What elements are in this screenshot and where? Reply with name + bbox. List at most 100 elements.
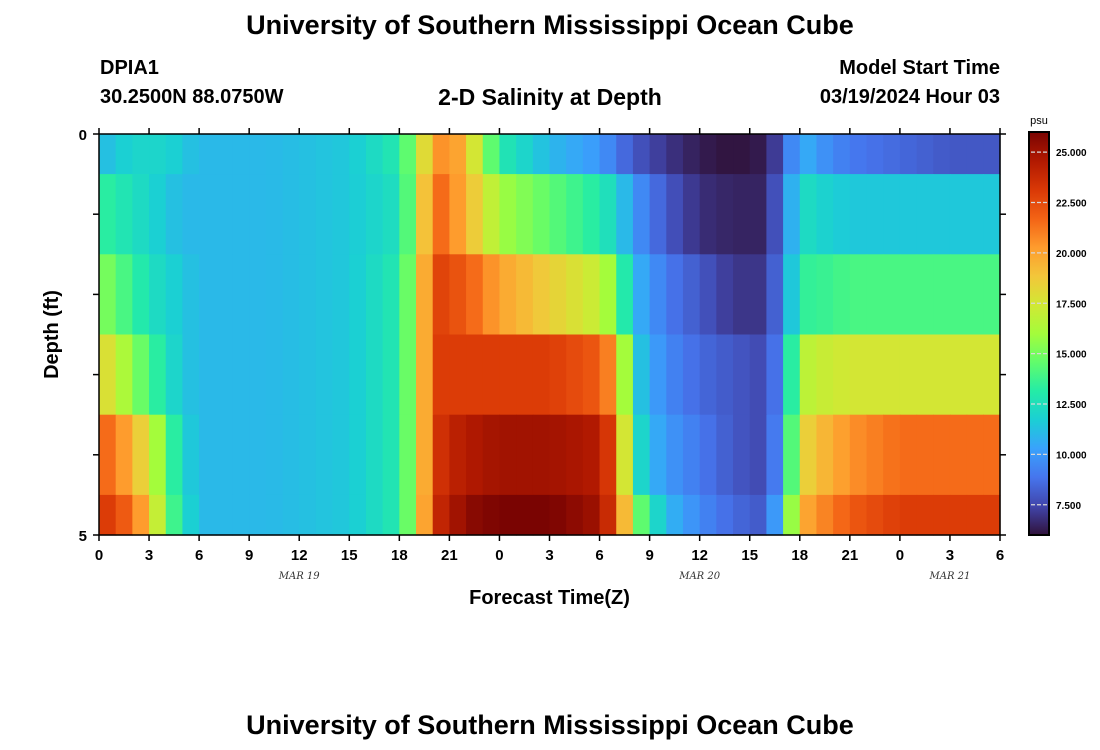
x-tick-label: 21 (841, 547, 858, 564)
heatmap-cell (649, 494, 667, 536)
heatmap-cell (466, 134, 484, 175)
heatmap-cell (499, 174, 517, 255)
heatmap-cell (716, 134, 734, 175)
heatmap-cell (733, 494, 751, 536)
heatmap-cell (966, 494, 984, 536)
heatmap-cell (599, 494, 617, 536)
heatmap-cell (182, 414, 200, 496)
heatmap-cell (599, 334, 617, 416)
heatmap-cell (115, 334, 133, 416)
heatmap-cell (649, 254, 667, 336)
heatmap-cell (182, 494, 200, 536)
heatmap-cell (416, 134, 434, 175)
heatmap-cell (783, 174, 801, 255)
heatmap-cell (349, 334, 367, 416)
heatmap-cell (616, 174, 634, 255)
heatmap-cell (265, 134, 284, 175)
heatmap-cell (282, 414, 300, 496)
x-tick-label: 3 (545, 547, 553, 564)
heatmap-cell (399, 494, 417, 536)
heatmap-cell (149, 134, 167, 175)
heatmap-cell (833, 494, 851, 536)
heatmap-cell (299, 414, 317, 496)
heatmap-cell (399, 334, 417, 416)
heatmap-cell (949, 254, 968, 336)
heatmap-cell (816, 494, 834, 536)
heatmap-cell (232, 174, 250, 255)
heatmap-cell (582, 174, 601, 255)
heatmap-cell (365, 414, 384, 496)
heatmap-cell (883, 494, 901, 536)
heatmap-cell (716, 254, 734, 336)
heatmap-cell (215, 334, 234, 416)
x-date-label: MAR 19 (278, 571, 321, 582)
heatmap-cell (949, 494, 968, 536)
heatmap-cell (432, 174, 450, 255)
heatmap-cell (365, 334, 384, 416)
heatmap-cell (299, 494, 317, 536)
heatmap-cell (783, 134, 801, 175)
x-tick-label: 6 (195, 547, 203, 564)
heatmap-cell (99, 134, 117, 175)
heatmap-cell (682, 334, 701, 416)
heatmap-cell (816, 334, 834, 416)
heatmap-cell (332, 134, 350, 175)
heatmap-cell (449, 174, 467, 255)
model-start-label: Model Start Time (839, 57, 1000, 79)
heatmap-cell (132, 254, 150, 336)
heatmap-cell (766, 414, 784, 496)
heatmap-cell (516, 494, 534, 536)
heatmap-cell (783, 414, 801, 496)
heatmap-cell (599, 134, 617, 175)
heatmap-cell (616, 134, 634, 175)
heatmap-cell (449, 254, 467, 336)
heatmap-cell (566, 174, 584, 255)
heatmap-cell (883, 334, 901, 416)
heatmap-cell (733, 334, 751, 416)
heatmap-cell (416, 334, 434, 416)
heatmap-cell (115, 494, 133, 536)
heatmap-cell (499, 334, 517, 416)
heatmap-cell (282, 174, 300, 255)
heatmap-cell (566, 254, 584, 336)
heatmap-cell (883, 174, 901, 255)
heatmap-cell (349, 494, 367, 536)
heatmap-cell (499, 494, 517, 536)
heatmap-cell (766, 174, 784, 255)
heatmap-cell (432, 254, 450, 336)
heatmap-cell (666, 334, 684, 416)
heatmap-cell (983, 414, 1001, 496)
heatmap-cell (816, 174, 834, 255)
heatmap-cell (666, 494, 684, 536)
heatmap-cell (349, 254, 367, 336)
heatmap-cell (382, 174, 400, 255)
heatmap-cell (349, 134, 367, 175)
heatmap-cell (833, 174, 851, 255)
heatmap-cell (549, 134, 567, 175)
heatmap-cell (466, 174, 484, 255)
heatmap-cell (699, 134, 717, 175)
x-date-label: MAR 20 (678, 571, 721, 582)
heatmap-cell (432, 334, 450, 416)
heatmap-cell (115, 254, 133, 336)
heatmap-cell (666, 174, 684, 255)
heatmap-cell (382, 414, 400, 496)
heatmap-cell (949, 414, 968, 496)
heatmap-cell (516, 334, 534, 416)
heatmap-cell (699, 494, 717, 536)
heatmap-cell (599, 254, 617, 336)
x-tick-label: 3 (145, 547, 153, 564)
heatmap-cell (349, 174, 367, 255)
heatmap-cell (215, 254, 234, 336)
heatmap-cell (566, 134, 584, 175)
heatmap-cell (933, 494, 951, 536)
heatmap-cell (883, 414, 901, 496)
colorbar-tick-label: 17.500 (1056, 299, 1087, 310)
heatmap-cell (716, 414, 734, 496)
heatmap-cell (949, 174, 968, 255)
heatmap-cell (749, 494, 768, 536)
heatmap-cell (482, 254, 501, 336)
heatmap-cell (466, 494, 484, 536)
heatmap-cell (899, 254, 918, 336)
heatmap-cell (382, 254, 400, 336)
